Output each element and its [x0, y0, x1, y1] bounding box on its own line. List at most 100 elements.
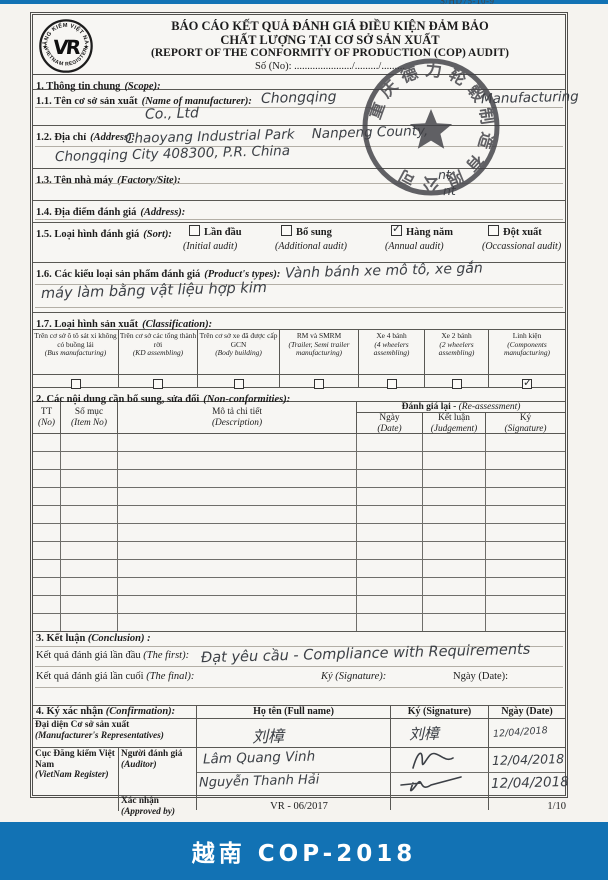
- classification-col-body-en: (Body building): [215, 348, 262, 358]
- sort-option-occasional-en: (Occassional audit): [482, 241, 562, 252]
- section-2-heading-vn: 2. Các nội dung cần bổ sung, sửa đổi: [36, 394, 200, 405]
- classification-check-2wheel: [425, 375, 489, 389]
- checkbox-additional-audit: [281, 225, 292, 236]
- svg-text:★: ★: [42, 43, 48, 51]
- checkbox-trailer: [314, 379, 324, 389]
- vr-rows: Cục Đăng kiểm Việt Nam (VietNam Register)…: [33, 748, 569, 817]
- section-3-heading-en: (Conclusion) :: [87, 633, 151, 644]
- checkbox-occasional-audit: [488, 225, 499, 236]
- sort-option-additional: Bổ sung (Additional audit): [275, 225, 347, 252]
- handwriting-rep-date: 12/04/2018: [492, 725, 549, 740]
- writing-rule: [35, 219, 563, 220]
- sort-option-occasional: Đột xuất (Occassional audit): [482, 225, 561, 252]
- rep-label: Đại diện Cơ sở sản xuất (Manufacturer's R…: [33, 719, 197, 747]
- classification-col-trailer: RM và SMRM (Trailer, Semi trailer manufac…: [280, 330, 359, 374]
- writing-rule: [35, 666, 563, 667]
- table-row: [33, 542, 565, 560]
- auditor-label: Người đánh giá (Auditor): [119, 748, 197, 795]
- table-row: [33, 506, 565, 524]
- writing-rule: [35, 146, 563, 147]
- auditor-2-signature-scribble: [400, 776, 462, 792]
- col-header-item-vn: Số mục: [74, 406, 104, 417]
- table-row: [33, 614, 565, 631]
- field-1-3-label-vn: 1.3. Tên nhà máy: [36, 175, 114, 186]
- vr-label-vn: Cục Đăng kiểm Việt Nam: [35, 749, 115, 770]
- manufacturer-representative-row: Đại diện Cơ sở sản xuất (Manufacturer's R…: [33, 719, 565, 748]
- checkbox-annual-audit-checked: [391, 222, 402, 236]
- auditor-2-date-cell: 12/04/2018: [489, 773, 569, 795]
- section-1-heading-en: (Scope):: [124, 81, 161, 92]
- handwriting-auditor-1-name: Lâm Quang Vinh: [202, 748, 316, 768]
- approved-name-cell: [197, 796, 391, 810]
- checkbox-initial-audit: [189, 225, 200, 236]
- field-1-1-label-vn: 1.1. Tên cơ sở sản xuất: [36, 96, 138, 107]
- section-1-heading-row: 1. Thông tin chung (Scope):: [33, 75, 565, 92]
- field-1-2-label-vn: 1.2. Địa chỉ: [36, 132, 87, 143]
- sort-option-initial-en: (Initial audit): [183, 241, 238, 252]
- corner-document-code: S/HD75-10-9: [440, 0, 495, 6]
- conclusion-final-label-en: (The final):: [146, 671, 195, 682]
- sort-option-additional-en: (Additional audit): [275, 241, 347, 252]
- checkbox-kd: [153, 379, 163, 389]
- field-1-7-label-en: (Classification):: [142, 319, 213, 330]
- rep-label-vn: Đại diện Cơ sở sản xuất: [35, 720, 130, 730]
- classification-col-body: Trên cơ sở xe đã được cấp GCN (Body build…: [198, 330, 280, 374]
- table-row: [33, 560, 565, 578]
- col-header-reassessment: Đánh giá lại - (Re-assessment): [357, 402, 565, 413]
- field-1-4-label-en: (Address):: [140, 207, 186, 218]
- rep-label-en: (Manufacturer's Representatives): [35, 730, 164, 741]
- auditor-2-signature-cell: [391, 773, 489, 795]
- classification-col-4wheel: Xe 4 bánh (4 wheelers assembling): [359, 330, 425, 374]
- conclusion-final-row: Kết quả đánh giá lần cuối (The final): K…: [33, 670, 565, 691]
- auditor-rows: Người đánh giá (Auditor) Lâm Quang Vinh 1…: [119, 748, 569, 796]
- title-line-1: BÁO CÁO KẾT QUẢ ĐÁNH GIÁ ĐIỀU KIỆN ĐẢM B…: [171, 19, 489, 33]
- field-1-5-label-en: (Sort):: [143, 229, 172, 240]
- classification-col-2wheel: Xe 2 bánh (2 wheelers assembling): [425, 330, 489, 374]
- report-number-line: Số (No): ....................../........…: [255, 61, 405, 72]
- field-1-7-classification: 1.7. Loại hình sản xuất (Classification)…: [33, 313, 565, 389]
- conclusion-first-row: Kết quả đánh giá lần đầu (The first): Đạ…: [33, 642, 565, 670]
- col-header-tt-vn: TT: [40, 406, 53, 417]
- classification-col-kd-en: (KD assembling): [132, 348, 184, 358]
- field-1-5-label-vn: 1.5. Loại hình đánh giá: [36, 229, 140, 240]
- table-row: [33, 434, 565, 452]
- auditor-label-vn: Người đánh giá: [121, 749, 183, 759]
- auditor-1-row: Lâm Quang Vinh 12/04/2018: [197, 748, 565, 773]
- writing-rule: [35, 687, 563, 688]
- classification-col-bus: Trên cơ sở ô tô sát xi không có buồng lá…: [33, 330, 119, 374]
- classification-col-components-vn: Linh kiện: [512, 331, 542, 340]
- col-header-item: Số mục (Item No): [61, 402, 118, 433]
- classification-check-components: [489, 375, 565, 389]
- title-line-2: CHẤT LƯỢNG TẠI CƠ SỞ SẢN XUẤT: [220, 33, 440, 47]
- section-3-conclusion: 3. Kết luận (Conclusion) : Kết quả đánh …: [33, 632, 565, 706]
- classification-col-body-vn: Trên cơ sở xe đã được cấp GCN: [199, 331, 278, 349]
- sort-option-annual: Hàng năm (Annual audit): [385, 222, 453, 252]
- field-1-3-label-en: (Factory/Site):: [117, 175, 181, 186]
- classification-check-kd: [119, 375, 198, 389]
- classification-col-bus-en: (Bus manufacturing): [44, 348, 107, 358]
- field-1-2-label-en: (Address):: [90, 132, 136, 143]
- sort-option-initial-vn: Lần đầu: [204, 227, 242, 238]
- field-1-2-address: 1.2. Địa chỉ (Address): Chaoyang Industr…: [33, 123, 565, 169]
- svg-text:★: ★: [83, 43, 89, 51]
- confirmation-col-name-label: Họ tên (Full name): [253, 706, 334, 717]
- col-header-date-en: (Date): [377, 424, 402, 434]
- col-header-signature: Ký (Signature): [486, 413, 565, 435]
- vietnam-register-logo-icon: ĐĂNG KIỂM VIỆT NAM VIETNAM REGISTER ★ ★ …: [38, 18, 93, 73]
- classification-checkbox-cells: [33, 375, 565, 389]
- classification-col-kd: Trên cơ sở các tổng thành rời (KD assembl…: [119, 330, 198, 374]
- col-header-description: Mô tả chi tiết (Description): [118, 402, 357, 433]
- col-header-tt: TT (No): [33, 402, 61, 433]
- auditor-label-en: (Auditor): [121, 759, 157, 770]
- handwriting-manufacturer-b: Manufacturing: [480, 88, 579, 108]
- title-line-3: (REPORT OF THE CONFORMITY OF PRODUCTION …: [151, 47, 509, 59]
- table-row: [33, 524, 565, 542]
- writing-rule: [35, 107, 563, 108]
- section-2-heading-en: (Non-conformities):: [203, 394, 291, 405]
- vr-label: Cục Đăng kiểm Việt Nam (VietNam Register): [33, 748, 119, 811]
- checkbox-bus: [70, 379, 81, 389]
- col-header-judgement-vn: Kết luận: [438, 413, 470, 423]
- field-1-3-factory-site: 1.3. Tên nhà máy (Factory/Site): nt nt: [33, 167, 565, 201]
- auditor-2-row: Nguyễn Thanh Hải 12/04/2018: [197, 772, 569, 795]
- rep-name-cell: 刘樟: [197, 719, 391, 747]
